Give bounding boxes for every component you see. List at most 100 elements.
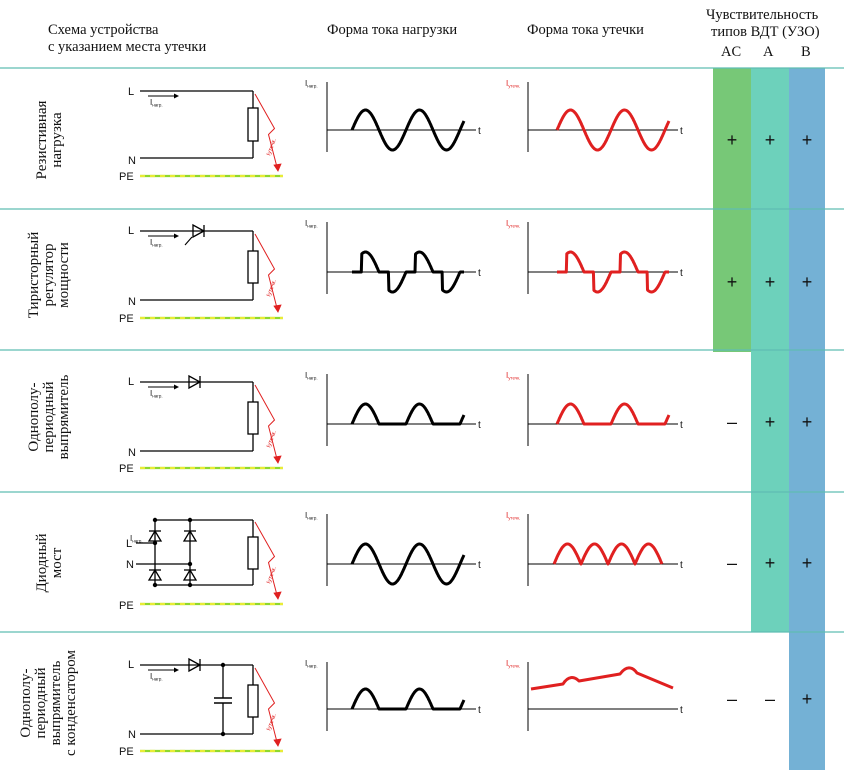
leak-wave-3-t-label: t [680,420,683,431]
leak-arrow [254,384,279,464]
load-current-waveform [350,687,466,711]
sensitivity-mark-b: + [802,130,813,150]
load-arrow-head [174,667,179,673]
bridge-diode-2 [182,529,198,542]
junction [220,662,226,668]
leak-wave-2-t-label: t [680,268,683,279]
sensitivity-mark-ac: – [727,689,737,709]
leak-wave-2-axis-label: Iутечк. [506,219,520,229]
label-N: N [128,296,136,308]
leak-current-waveform [555,402,671,426]
leak-arrow [254,521,279,600]
leak-wave-1-t-label: t [680,126,683,137]
thyristor-gate [184,236,193,246]
load-wave-4-axis-label: Iнагр. [305,511,318,521]
leak-wave-4-t-label: t [680,560,683,571]
sensitivity-mark-a: + [765,553,776,573]
load-current-label: Iнагр. [150,238,163,248]
junction [187,517,193,523]
label-PE: PE [119,171,134,183]
header-type-a: A [763,44,774,60]
leak-arrow [254,233,279,313]
label-PE: PE [119,463,134,475]
label-L: L [126,538,132,550]
leak-current-waveform [552,542,664,566]
header-type-b: B [801,44,811,60]
leak-wave-1-axis-label: Iутечк. [506,79,520,89]
sensitivity-mark-a: + [765,130,776,150]
load-current-waveform [350,542,466,586]
junction [152,517,158,523]
resistor [247,250,259,284]
leak-wave-5-axis-label: Iутечк. [506,659,520,669]
load-arrow-head [174,233,179,239]
label-L: L [128,376,134,388]
leak-wave-5-t-label: t [680,705,683,716]
load-arrow-head [174,384,179,390]
label-N: N [126,559,134,571]
leak-arrow [254,93,279,172]
thyristor-symbol [192,223,206,239]
header-scheme-line2: с указанием места утечки [48,39,207,55]
header-type-ac: AC [721,44,742,60]
leak-arrow-head [273,304,282,313]
bridge-diode-3 [147,568,163,581]
load-wave-3-axis-label: Iнагр. [305,371,318,381]
sensitivity-mark-ac: – [727,553,737,573]
leak-current-label: Iутечк. [266,278,278,297]
leak-current-waveform [556,250,670,294]
header-leak-current: Форма тока утечки [527,22,644,38]
load-wave-2-t-label: t [478,268,481,279]
leak-current-waveform [530,666,674,691]
diode-symbol [188,657,202,673]
leak-current-label: Iутечк. [266,565,278,584]
resistor [247,536,259,570]
column-b-bg [789,68,825,770]
load-current-label: Iнагр. [150,389,163,399]
leak-wave-3-axis-label: Iутечк. [506,371,520,381]
leak-current-label: Iутечк. [266,429,278,448]
load-current-waveform [350,108,466,152]
label-PE: PE [119,313,134,325]
header-load-current: Форма тока нагрузки [327,22,458,38]
load-wave-1-t-label: t [478,126,481,137]
label-L: L [128,225,134,237]
resistor [247,401,259,435]
sensitivity-mark-ac: – [727,412,737,432]
junction [187,582,193,588]
leak-arrow-head [273,591,282,600]
sensitivity-mark-a: – [765,689,775,709]
leak-wave-4-axis-label: Iутечк. [506,511,520,521]
junction [152,540,158,546]
sensitivity-mark-a: + [765,272,776,292]
diode-symbol [188,374,202,390]
sensitivity-mark-ac: + [727,130,738,150]
leak-arrow-head [273,455,282,464]
sensitivity-mark-b: + [802,272,813,292]
bridge-diode-4 [182,568,198,581]
sensitivity-mark-b: + [802,553,813,573]
load-wave-5-axis-label: Iнагр. [305,659,318,669]
resistor [247,107,259,142]
junction [187,561,193,567]
load-arrow-head [174,93,179,99]
load-current-label: Iнагр. [130,534,143,544]
junction [152,582,158,588]
leak-arrow-head [273,163,282,172]
sensitivity-mark-a: + [765,412,776,432]
label-N: N [128,155,136,167]
load-current-label: Iнагр. [150,672,163,682]
label-PE: PE [119,746,134,758]
label-L: L [128,659,134,671]
leak-arrow [254,667,279,747]
label-L: L [128,86,134,98]
label-N: N [128,729,136,741]
leak-arrow-head [273,738,282,747]
sensitivity-mark-ac: + [727,272,738,292]
sensitivity-mark-b: + [802,689,813,709]
load-wave-3-t-label: t [478,420,481,431]
load-wave-5-t-label: t [478,705,481,716]
load-wave-4-t-label: t [478,560,481,571]
load-current-label: Iнагр. [150,98,163,108]
